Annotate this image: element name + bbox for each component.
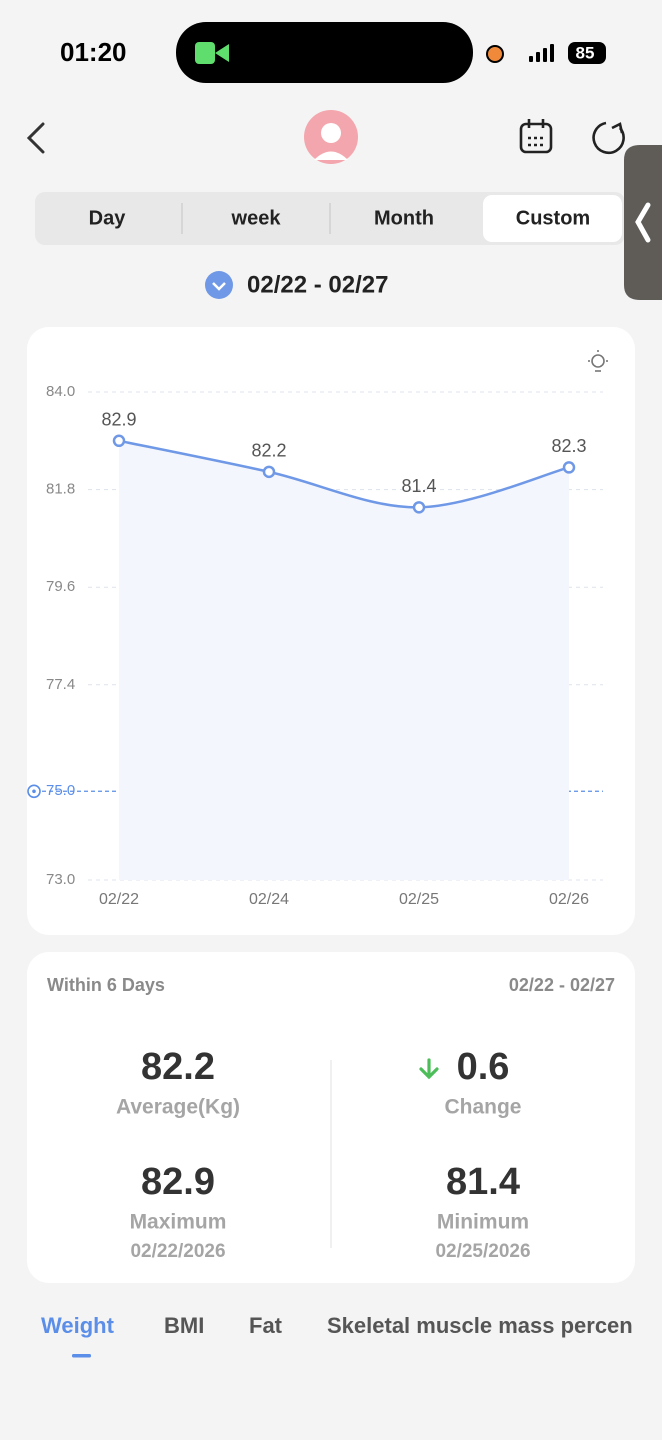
- camera-icon: [215, 44, 229, 62]
- y-tick-label: 73.0: [46, 871, 75, 888]
- data-label: 82.9: [101, 410, 136, 430]
- point[interactable]: [112, 434, 126, 448]
- dynamic-island: [176, 22, 473, 83]
- camera-icon: [195, 42, 215, 64]
- range-tab[interactable]: week: [231, 207, 282, 229]
- date-range-toggle[interactable]: [205, 271, 233, 299]
- y-tick-label: 77.4: [46, 676, 75, 693]
- metric-tab[interactable]: Fat: [249, 1313, 283, 1338]
- x-tick-label: 02/24: [249, 891, 289, 908]
- target-icon-dot: [32, 789, 36, 794]
- maximum-label: Maximum: [130, 1211, 227, 1234]
- minimum-label: Minimum: [437, 1211, 529, 1234]
- x-tick-label: 02/26: [549, 891, 589, 908]
- segment-dividers: [181, 203, 331, 234]
- target-icon: [27, 784, 41, 799]
- y-tick-label: 84.0: [46, 383, 75, 400]
- date-range[interactable]: 02/22 - 02/27: [247, 271, 388, 298]
- average-label: Average(Kg): [116, 1096, 240, 1119]
- refresh-button[interactable]: [592, 121, 625, 155]
- data-label: 81.4: [401, 476, 436, 496]
- line: [118, 439, 570, 509]
- battery-level: 85: [576, 43, 595, 62]
- metric-tab[interactable]: Skeletal muscle mass percen: [327, 1313, 633, 1338]
- area-fill: [119, 440, 569, 880]
- range-tab[interactable]: Day: [89, 207, 127, 229]
- maximum-date: 02/22/2026: [130, 1241, 225, 1262]
- avatar-body: [314, 151, 348, 160]
- metric-tab[interactable]: BMI: [164, 1313, 204, 1338]
- active-tab-indicator: [72, 1354, 91, 1358]
- change-label: Change: [444, 1096, 521, 1119]
- avatar-face: [321, 123, 341, 143]
- status-time: 01:20: [60, 37, 127, 67]
- selected-segment: [483, 195, 622, 242]
- range-tab[interactable]: Custom: [516, 207, 590, 229]
- summary-range: 02/22 - 02/27: [509, 975, 615, 995]
- x-tick-label: 02/22: [99, 891, 139, 908]
- minimum-value: 81.4: [446, 1161, 520, 1203]
- data-label: 82.2: [251, 441, 286, 461]
- data-label: 82.3: [551, 436, 586, 456]
- refresh-arrow: [611, 122, 624, 134]
- metric-tab[interactable]: Weight: [41, 1313, 115, 1338]
- range-tab[interactable]: Month: [374, 207, 434, 229]
- change-value: 0.6: [457, 1046, 510, 1088]
- back-button[interactable]: [26, 122, 45, 154]
- summary-title: Within 6 Days: [47, 975, 165, 995]
- average-value: 82.2: [141, 1046, 215, 1088]
- maximum-value: 82.9: [141, 1161, 215, 1203]
- battery-icon: [568, 42, 606, 64]
- recording-dot: [486, 45, 504, 63]
- minimum-date: 02/25/2026: [435, 1241, 530, 1262]
- point[interactable]: [262, 465, 276, 479]
- calendar-button[interactable]: [519, 119, 553, 154]
- side-drawer-handle[interactable]: [624, 145, 662, 300]
- tip-icon[interactable]: [588, 350, 608, 372]
- y-tick-label: 79.6: [46, 578, 75, 595]
- x-tick-label: 02/25: [399, 891, 439, 908]
- point[interactable]: [562, 461, 576, 474]
- target-label: 75.0: [46, 782, 75, 799]
- point[interactable]: [412, 501, 426, 514]
- signal-icon: [529, 44, 554, 62]
- y-tick-label: 81.8: [46, 481, 75, 498]
- date-range-toggle-icon: [212, 282, 226, 291]
- side-drawer-chevron: [635, 202, 651, 243]
- change-arrow: [419, 1058, 439, 1080]
